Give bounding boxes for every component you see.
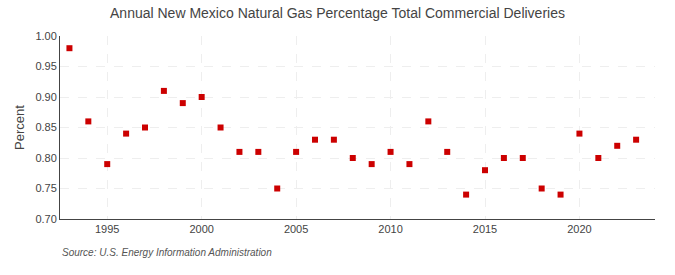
svg-text:0.90: 0.90 [35, 91, 56, 103]
svg-text:2015: 2015 [473, 223, 497, 235]
svg-text:Source: U.S. Energy Informatio: Source: U.S. Energy Information Administ… [62, 247, 272, 258]
svg-text:1.00: 1.00 [35, 30, 56, 42]
svg-text:0.95: 0.95 [35, 60, 56, 72]
svg-text:0.80: 0.80 [35, 152, 56, 164]
svg-text:Annual New Mexico Natural Gas: Annual New Mexico Natural Gas Percentage… [110, 5, 565, 21]
svg-text:2010: 2010 [378, 223, 402, 235]
svg-text:0.75: 0.75 [35, 182, 56, 194]
svg-text:2005: 2005 [284, 223, 308, 235]
svg-text:0.70: 0.70 [35, 213, 56, 225]
svg-text:2000: 2000 [189, 223, 213, 235]
svg-text:1995: 1995 [95, 223, 119, 235]
svg-text:2020: 2020 [567, 223, 591, 235]
svg-text:Percent: Percent [12, 105, 27, 150]
svg-text:0.85: 0.85 [35, 121, 56, 133]
